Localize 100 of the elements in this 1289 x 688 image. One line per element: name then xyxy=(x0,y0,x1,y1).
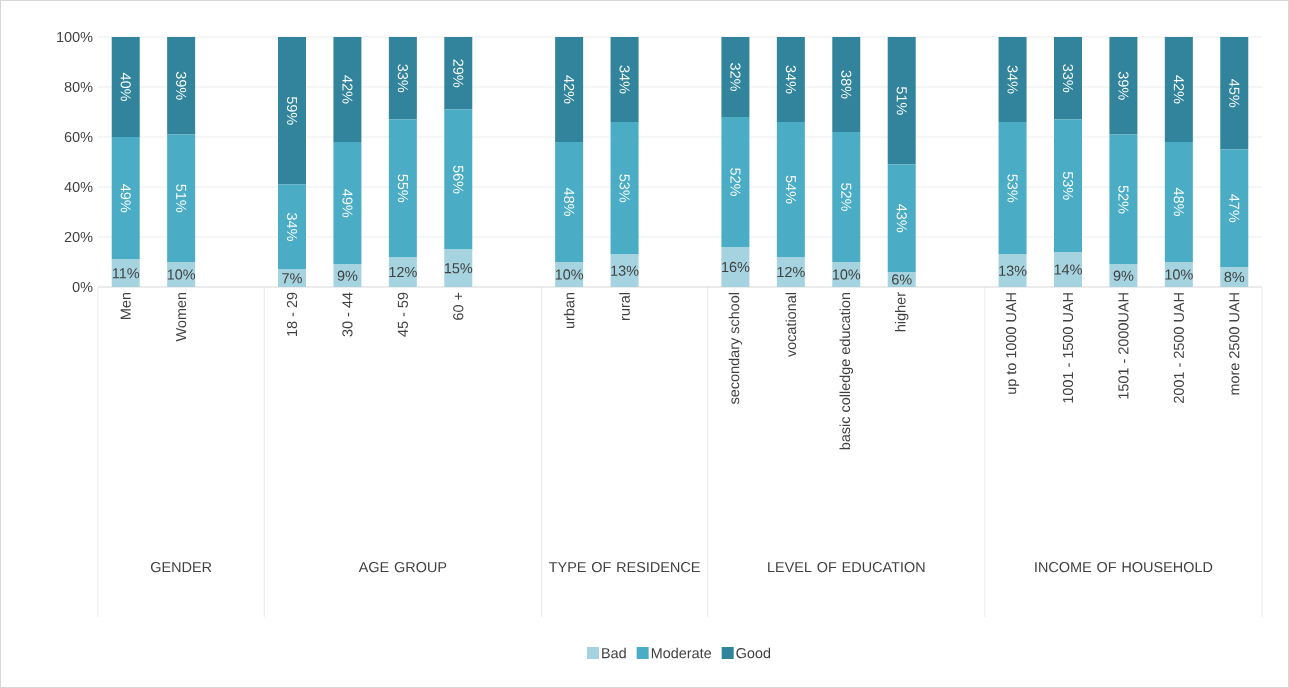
bar xyxy=(1109,134,1138,265)
bar xyxy=(444,109,473,250)
data-label: 53% xyxy=(1062,171,1074,200)
x-tick-label: more 2500 UAH xyxy=(1229,293,1240,395)
data-label: 45% xyxy=(1229,79,1240,108)
legend-label: Good xyxy=(736,647,771,659)
y-tick-label: 40% xyxy=(64,181,93,193)
x-tick-label: 18 - 29 xyxy=(286,292,298,336)
data-label: 32% xyxy=(730,63,741,91)
x-tick-label: 1501 - 2000UAH xyxy=(1118,293,1129,399)
bar xyxy=(333,37,362,142)
data-label: 34% xyxy=(1007,65,1018,94)
bar xyxy=(832,37,861,132)
data-label: 12% xyxy=(777,266,805,278)
data-label: 52% xyxy=(1118,185,1129,214)
data-label: 49% xyxy=(120,184,131,213)
bar xyxy=(444,249,473,287)
text: INCOME OF HOUSEHOLD xyxy=(1035,562,1213,573)
bar xyxy=(444,37,473,110)
data-label: 8% xyxy=(1224,271,1245,283)
data-label: 13% xyxy=(611,265,639,276)
data-label: 49% xyxy=(342,189,353,218)
data-label: 52% xyxy=(730,168,741,196)
bar xyxy=(278,184,306,270)
y-tick-label: 20% xyxy=(64,231,93,243)
bar xyxy=(776,122,805,257)
data-label: 42% xyxy=(342,75,353,104)
x-tick-label: up to 1000 UAH xyxy=(1006,293,1020,394)
data-label: 39% xyxy=(176,71,187,100)
x-tick-label: basic colledge education xyxy=(839,293,854,450)
data-label: 34% xyxy=(286,213,298,241)
data-label: 42% xyxy=(564,75,575,104)
legend-label: Moderate xyxy=(651,647,712,659)
data-label: 42% xyxy=(1173,75,1184,104)
data-label: 14% xyxy=(1054,264,1082,275)
data-label: 51% xyxy=(176,184,187,213)
data-label: 55% xyxy=(397,174,408,203)
bar xyxy=(776,257,805,287)
bar xyxy=(721,37,750,117)
bar xyxy=(1109,37,1138,135)
bar xyxy=(610,37,639,122)
bar xyxy=(111,37,140,137)
y-tick-label: 0% xyxy=(72,281,93,293)
y-tick-label: 80% xyxy=(64,81,93,93)
bar xyxy=(1053,119,1082,252)
bar xyxy=(610,122,639,255)
data-label: 6% xyxy=(892,274,912,285)
data-label: 33% xyxy=(397,64,408,93)
bar xyxy=(887,37,916,165)
x-tick-label: 60 + xyxy=(453,292,464,320)
x-tick-label: rural xyxy=(619,292,630,320)
x-tick-label: secondary school xyxy=(728,293,743,405)
bar xyxy=(998,37,1027,122)
data-label: 40% xyxy=(120,72,131,101)
text: GENDER xyxy=(150,562,212,573)
bar xyxy=(555,37,584,142)
data-label: 10% xyxy=(555,269,584,280)
text: TYPE OF RESIDENCE xyxy=(549,562,700,573)
bar xyxy=(1053,252,1082,287)
y-tick-label: 100% xyxy=(57,31,93,43)
bar xyxy=(278,37,306,185)
legend-label: Bad xyxy=(602,647,626,659)
data-label: 48% xyxy=(1173,187,1184,216)
x-tick-label: 2001 - 2500 UAH xyxy=(1173,293,1184,403)
data-label: 47% xyxy=(1229,194,1240,223)
data-label: 43% xyxy=(896,204,907,233)
data-label: 10% xyxy=(1165,269,1193,280)
data-label: 38% xyxy=(841,70,852,99)
data-label: 34% xyxy=(619,65,630,94)
data-label: 10% xyxy=(167,269,196,280)
bar xyxy=(832,132,861,262)
data-label: 9% xyxy=(1113,270,1134,281)
data-label: 56% xyxy=(453,165,464,194)
bar xyxy=(388,37,417,120)
data-label: 29% xyxy=(453,59,464,88)
data-label: 12% xyxy=(389,266,417,278)
bar xyxy=(1164,37,1193,142)
bar xyxy=(610,254,639,287)
bar xyxy=(721,247,750,287)
bar xyxy=(1053,37,1082,120)
data-label: 13% xyxy=(999,265,1027,276)
bar xyxy=(555,142,584,262)
x-tick-label: 45 - 59 xyxy=(397,292,408,337)
x-tick-label: urban xyxy=(563,292,575,329)
x-tick-label: Men xyxy=(120,292,131,319)
bar xyxy=(1220,149,1249,267)
bar xyxy=(1220,37,1249,150)
data-label: 33% xyxy=(1062,64,1074,93)
data-label: 53% xyxy=(619,174,630,203)
data-label: 52% xyxy=(841,183,852,211)
data-label: 7% xyxy=(282,273,302,284)
bar xyxy=(998,122,1027,255)
bar xyxy=(167,134,196,262)
bar xyxy=(887,164,916,272)
data-label: 10% xyxy=(832,269,861,280)
x-tick-label: higher xyxy=(894,292,909,332)
bar xyxy=(333,142,362,265)
bar xyxy=(111,137,140,260)
bar xyxy=(776,37,805,122)
data-label: 16% xyxy=(722,261,750,273)
